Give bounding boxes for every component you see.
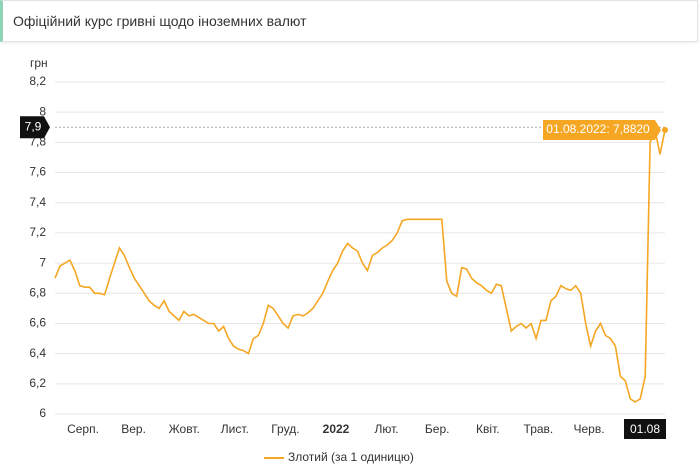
y-tick-label: 7,4 [29, 195, 46, 209]
line [54, 127, 666, 403]
y-tick-label: 8,2 [29, 74, 46, 88]
y-tick-label: 6,4 [29, 346, 46, 360]
y-tick-label: 6 [39, 406, 46, 420]
y-axis-label: грн [30, 56, 48, 70]
x-tick-label: Груд. [271, 422, 299, 436]
y-tick-label: 6,6 [29, 316, 46, 330]
x-tick-label: Лют. [375, 422, 399, 436]
page-title: Офіційний курс гривні щодо іноземних вал… [13, 13, 307, 29]
y-tick-label: 6,2 [29, 376, 46, 390]
y-tick-label: 7,6 [29, 165, 46, 179]
legend-label: Злотий (за 1 одиницю) [288, 450, 414, 464]
x-tick-label: Серп. [67, 422, 99, 436]
x-tick-label: Бер. [425, 422, 450, 436]
y-tick-label: 7,2 [29, 225, 46, 239]
x-tick-label: Квіт. [476, 422, 500, 436]
x-tick-label: 01.08 [630, 422, 660, 436]
point-marker [662, 126, 668, 133]
x-tick-label: Трав. [524, 422, 554, 436]
tooltip-box [543, 119, 661, 140]
x-tick-label: 2022 [323, 422, 350, 436]
x-tick-label: Черв. [573, 422, 604, 436]
crosshair-tag [20, 116, 50, 139]
x-tick-label: Вер. [121, 422, 146, 436]
x-label-highlight [624, 419, 666, 439]
crosshair-label: 7,9 [25, 119, 42, 133]
y-tick-label: 6,8 [29, 285, 46, 299]
y-tick-label: 7 [39, 255, 46, 269]
x-tick-label: Жовт. [169, 422, 200, 436]
tooltip-text: 01.08.2022: 7,8820 [546, 122, 650, 136]
y-tick-label: 8 [39, 104, 46, 118]
x-tick-label: Лист. [221, 422, 249, 436]
title-bar: Офіційний курс гривні щодо іноземних вал… [0, 0, 698, 42]
